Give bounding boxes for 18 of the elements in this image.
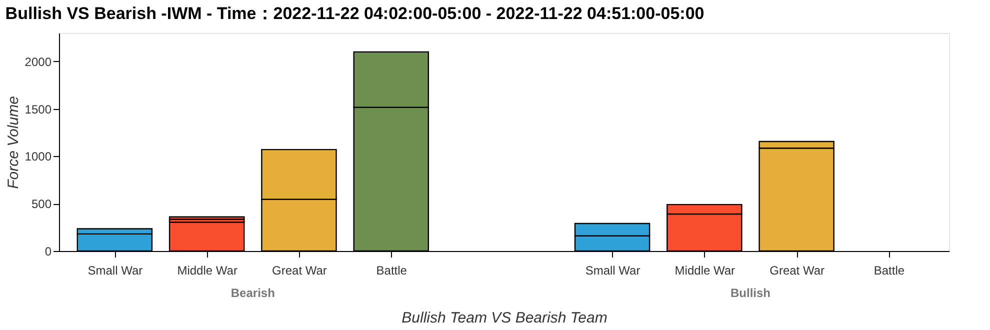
x-tick-label: Battle	[376, 264, 408, 278]
x-tick-label: Small War	[585, 264, 640, 278]
x-tick-label: Great War	[770, 264, 825, 278]
x-tick-label: Middle War	[674, 264, 736, 278]
text: Bullish	[730, 286, 770, 300]
text: Bearish	[230, 286, 275, 300]
y-tick-label: 500	[31, 197, 52, 212]
x-tick-label: Small War	[88, 264, 143, 278]
x-tick-label: Middle War	[177, 264, 238, 278]
x-tick-label: Battle	[874, 264, 905, 278]
chart-title: Bullish VS Bearish -IWM - Time：2022-11-22 04:02:00-05:00 - 2022-11-22 04:51:00-05:00	[5, 4, 704, 23]
y-tick-label: 0	[44, 244, 52, 258]
x-tick-label: Great War	[272, 264, 327, 278]
y-axis-title: Force Volume	[4, 96, 22, 189]
y-tick-label: 1500	[24, 102, 52, 116]
y-tick-label: 1000	[24, 150, 52, 164]
x-axis-title: Bullish Team VS Bearish Team	[402, 310, 608, 326]
y-tick-label: 2000	[24, 54, 52, 69]
